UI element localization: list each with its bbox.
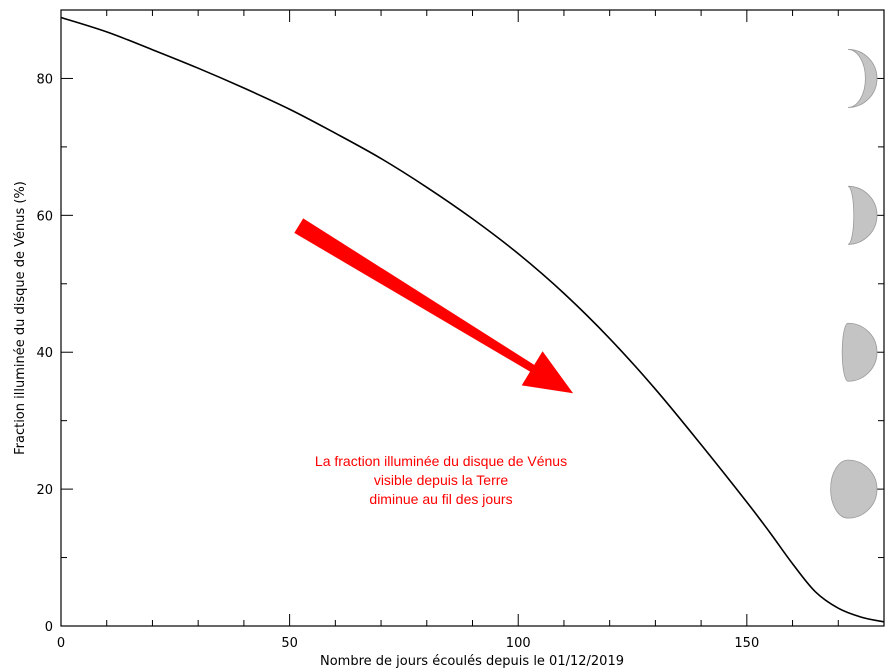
- y-tick-label: 0: [45, 620, 53, 635]
- x-tick-label: 0: [57, 636, 65, 651]
- venus-phase-icon: [830, 459, 878, 519]
- y-tick-label: 40: [36, 346, 53, 361]
- y-tick-label: 20: [36, 483, 53, 498]
- venus-phase-icon: [847, 49, 878, 108]
- x-axis-ticks: [60, 10, 885, 626]
- venus-phase-icon: [847, 185, 878, 245]
- y-axis-ticks: [61, 9, 884, 627]
- venus-phase-illustrations: [830, 49, 878, 519]
- x-axis-title: Nombre de jours écoulés depuis le 01/12/…: [320, 654, 624, 669]
- annotation-line-2: visible depuis la Terre: [374, 472, 509, 488]
- y-tick-label: 60: [36, 209, 53, 224]
- y-axis-tick-labels: 0 20 40 60 80: [36, 72, 53, 635]
- annotation-line-3: diminue au fil des jours: [369, 491, 512, 507]
- x-tick-label: 50: [281, 636, 298, 651]
- annotation-line-1: La fraction illuminée du disque de Vénus: [315, 453, 567, 469]
- illumination-curve-line: [60, 16, 885, 623]
- y-axis-title: Fraction illuminée du disque de Vénus (%…: [13, 181, 28, 455]
- y-tick-label: 80: [36, 72, 53, 87]
- x-tick-label: 150: [734, 636, 759, 651]
- plot-frame: [60, 9, 885, 627]
- venus-phase-icon: [841, 322, 878, 382]
- decrease-arrow: [294, 218, 574, 394]
- x-tick-label: 100: [506, 636, 531, 651]
- x-axis-tick-labels: 0 50 100 150: [57, 636, 759, 651]
